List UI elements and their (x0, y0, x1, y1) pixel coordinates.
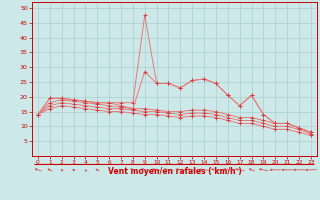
X-axis label: Vent moyen/en rafales ( km/h ): Vent moyen/en rafales ( km/h ) (108, 167, 241, 176)
